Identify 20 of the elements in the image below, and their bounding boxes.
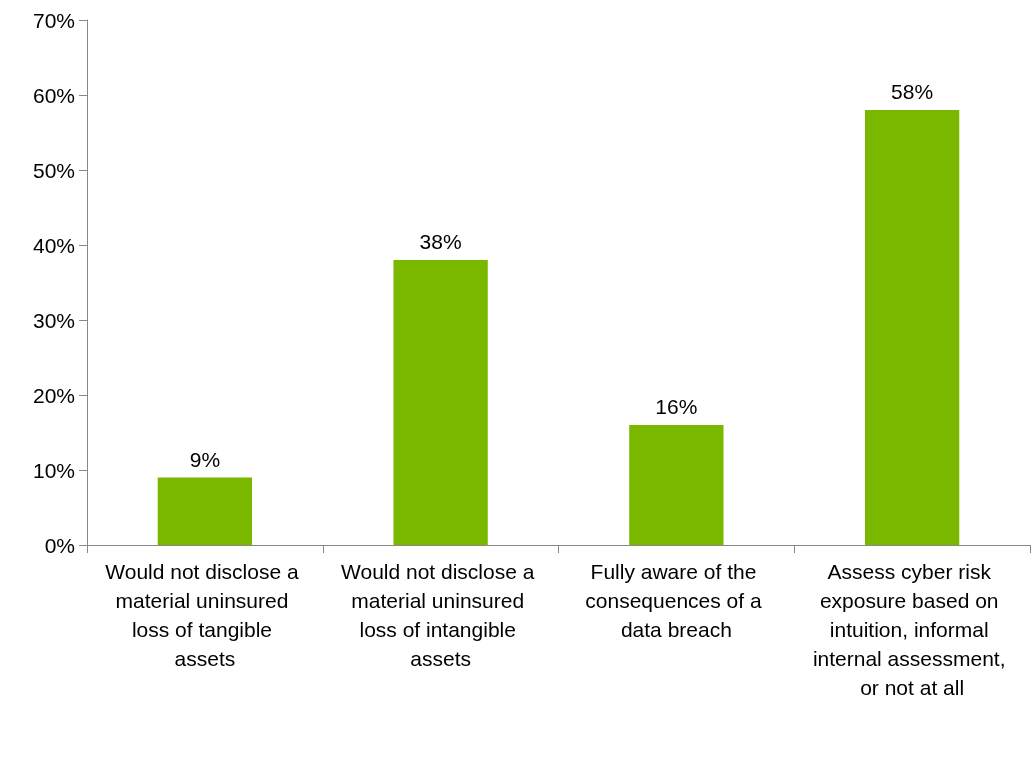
bar [629, 425, 724, 545]
bar [157, 477, 253, 545]
data-label: 16% [655, 395, 698, 418]
y-tick-label: 30% [32, 308, 75, 332]
bar [393, 260, 488, 545]
data-label: 38% [419, 230, 462, 253]
x-tick-label: Would not disclose a material uninsured loss of tangible assets [105, 560, 305, 670]
y-tick-label: 0% [44, 533, 75, 557]
y-tick-label: 20% [32, 383, 75, 407]
y-tick-label: 40% [32, 233, 75, 257]
x-tick-label: Assess cyber risk exposure based on intuition, informal internal assessment, or not at all [812, 560, 1012, 699]
y-tick-label: 60% [32, 83, 75, 107]
x-tick-label: Fully aware of the consequences of a data breach [585, 560, 768, 641]
data-label: 9% [189, 447, 221, 471]
y-tick-label: 70% [32, 8, 75, 32]
data-label: 58% [891, 80, 934, 103]
bar [864, 110, 960, 545]
y-tick-label: 10% [32, 458, 75, 482]
x-tick-label: Would not disclose a material uninsured loss of intangible assets [341, 560, 541, 670]
y-tick-label: 50% [32, 158, 75, 182]
